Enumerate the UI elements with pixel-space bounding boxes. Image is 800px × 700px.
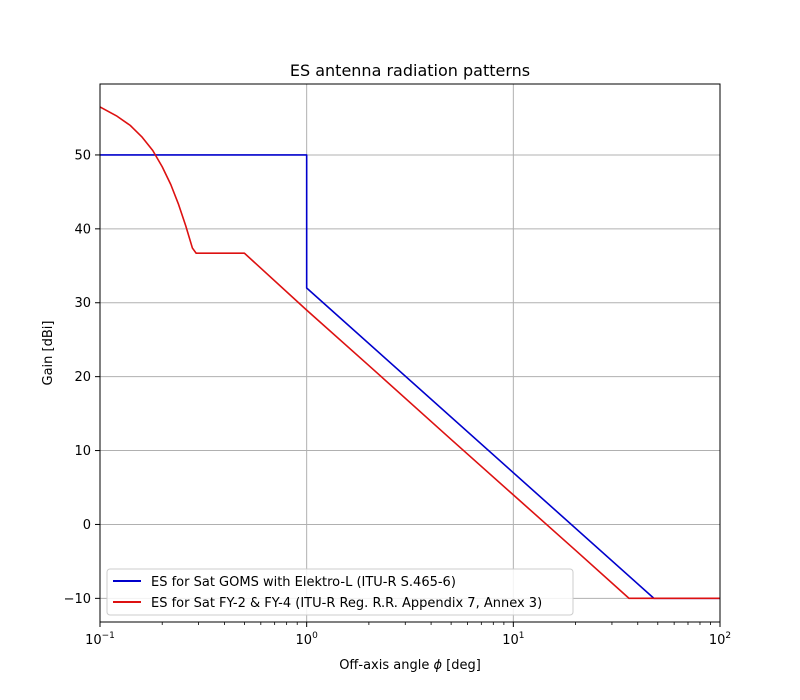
y-tick-label: 10 bbox=[74, 444, 91, 459]
x-tick-label: 100 bbox=[296, 631, 319, 648]
legend-label-series-1: ES for Sat GOMS with Elektro-L (ITU-R S.… bbox=[151, 575, 456, 590]
y-tick-label: 30 bbox=[74, 296, 91, 311]
x-tick-label-exponent: 0 bbox=[312, 631, 318, 641]
x-tick-label-base: 10 bbox=[85, 633, 102, 648]
y-tick-label: 0 bbox=[83, 518, 91, 533]
y-tick-label: −10 bbox=[64, 592, 91, 607]
x-tick-label-base: 10 bbox=[709, 633, 726, 648]
x-tick-label: 101 bbox=[502, 631, 524, 648]
chart-title: ES antenna radiation patterns bbox=[290, 61, 530, 80]
y-tick-label: 20 bbox=[74, 370, 91, 385]
x-tick-label-exponent: 2 bbox=[725, 631, 731, 641]
series-line-2 bbox=[99, 106, 720, 600]
x-axis-label: Off-axis angle ϕ [deg] bbox=[339, 658, 481, 673]
x-tick-label: 102 bbox=[709, 631, 731, 648]
y-tick-label: 50 bbox=[74, 148, 91, 163]
plot-series bbox=[99, 106, 720, 600]
x-axis-label-symbol: ϕ bbox=[433, 658, 442, 673]
y-tick-label: 40 bbox=[74, 222, 91, 237]
legend-label-series-2: ES for Sat FY-2 & FY-4 (ITU-R Reg. R.R. … bbox=[151, 596, 542, 611]
grid-lines bbox=[99, 84, 721, 622]
x-tick-label: 10−1 bbox=[85, 631, 115, 648]
plot-area-frame bbox=[99, 83, 721, 623]
y-axis-label: Gain [dBi] bbox=[41, 321, 56, 386]
legend-box bbox=[106, 568, 574, 616]
x-tick-label-base: 10 bbox=[502, 633, 519, 648]
x-tick-label-exponent: −1 bbox=[102, 631, 115, 641]
x-axis-label-suffix: [deg] bbox=[442, 658, 481, 673]
legend: ES for Sat GOMS with Elektro-L (ITU-R S.… bbox=[106, 568, 574, 616]
x-tick-label-exponent: 1 bbox=[519, 631, 525, 641]
x-axis-label-prefix: Off-axis angle bbox=[339, 658, 433, 673]
x-tick-label-base: 10 bbox=[296, 633, 313, 648]
